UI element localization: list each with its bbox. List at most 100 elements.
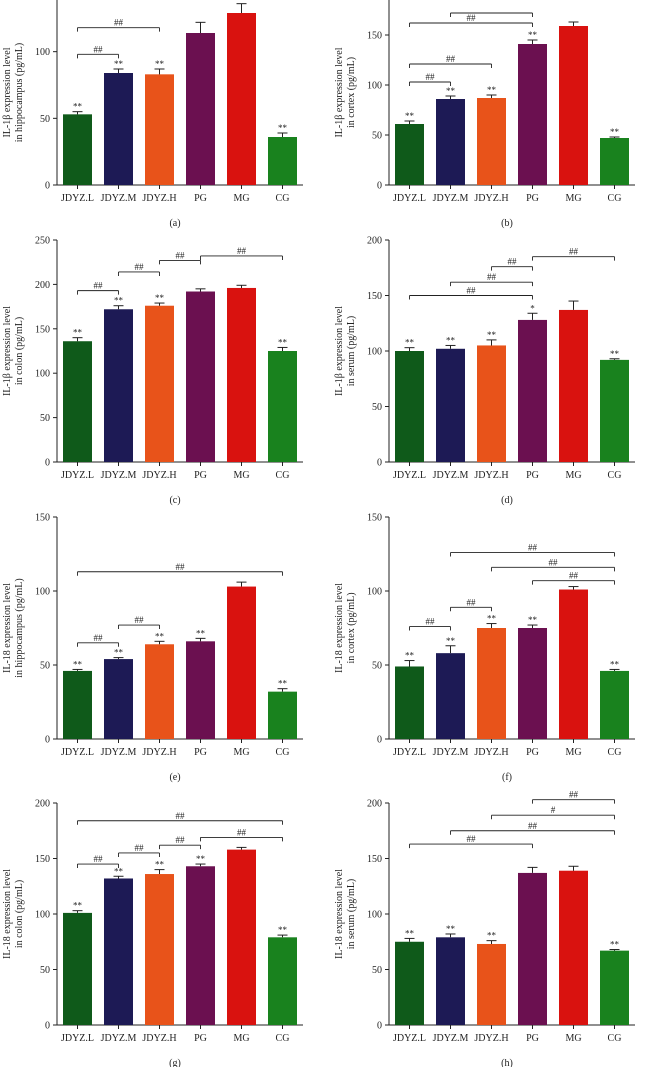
significance-label: ** (610, 349, 620, 359)
y-axis-label: IL-18 expression level (334, 869, 345, 959)
panel-caption: (d) (501, 495, 513, 506)
y-tick-label: 0 (377, 735, 382, 746)
x-tick-label: CG (276, 1033, 290, 1044)
y-tick-label: 150 (35, 513, 50, 524)
x-tick-label: PG (526, 470, 539, 481)
bar (395, 666, 424, 739)
y-tick-label: 0 (45, 181, 50, 192)
bar (186, 641, 215, 739)
y-tick-label: 0 (45, 1021, 50, 1032)
significance-label: ** (114, 296, 124, 306)
x-tick-label: JDYZ.L (393, 470, 426, 481)
y-tick-label: 150 (35, 854, 50, 865)
comparison-label: ## (176, 250, 186, 260)
comparison-label: ## (114, 18, 124, 28)
significance-label: ** (405, 111, 415, 121)
y-tick-label: 0 (377, 458, 382, 469)
x-tick-label: JDYZ.L (61, 193, 94, 204)
significance-label: ** (278, 123, 288, 133)
significance-label: ** (487, 85, 497, 95)
bar (395, 941, 424, 1025)
y-axis-label: in serum (pg/mL) (346, 879, 357, 950)
bar (104, 309, 133, 462)
significance-label: ** (278, 925, 288, 935)
significance-label: ** (278, 679, 288, 689)
bar (477, 98, 506, 185)
x-tick-label: PG (526, 747, 539, 758)
y-tick-label: 50 (40, 965, 50, 976)
y-tick-label: 150 (367, 513, 382, 524)
x-tick-label: JDYZ.M (101, 1033, 137, 1044)
x-tick-label: MG (565, 747, 581, 758)
x-tick-label: JDYZ.M (433, 470, 469, 481)
y-axis-label: IL-18 expression level (2, 869, 13, 959)
x-tick-label: JDYZ.L (393, 747, 426, 758)
panel-caption: (g) (169, 1058, 181, 1067)
significance-label: ** (114, 648, 124, 658)
bar (436, 99, 465, 185)
comparison-label: ## (426, 617, 436, 627)
x-tick-label: MG (565, 1033, 581, 1044)
x-tick-label: CG (608, 193, 622, 204)
y-axis-label: in serum (pg/mL) (346, 316, 357, 387)
y-tick-label: 50 (372, 402, 382, 413)
significance-label: ** (114, 866, 124, 876)
bar (559, 589, 588, 739)
significance-label: ** (114, 59, 124, 69)
x-tick-label: JDYZ.H (142, 193, 176, 204)
bar (477, 628, 506, 739)
significance-label: ** (446, 924, 456, 934)
comparison-label: ## (237, 246, 247, 256)
bar (63, 114, 92, 185)
y-axis-label: in colon (pg/mL) (14, 880, 25, 948)
x-tick-label: JDYZ.M (101, 470, 137, 481)
bar (600, 950, 629, 1025)
bar (63, 912, 92, 1025)
y-tick-label: 150 (367, 291, 382, 302)
comparison-label: ## (467, 286, 477, 296)
y-tick-label: 100 (35, 587, 50, 598)
bar (268, 137, 297, 185)
comparison-label: ## (237, 827, 247, 837)
x-tick-label: PG (194, 1033, 207, 1044)
significance-label: ** (73, 102, 83, 112)
y-tick-label: 50 (40, 413, 50, 424)
x-tick-label: MG (233, 747, 249, 758)
x-tick-label: JDYZ.H (474, 747, 508, 758)
x-tick-label: JDYZ.M (101, 747, 137, 758)
significance-label: ** (446, 86, 456, 96)
x-tick-label: JDYZ.H (474, 193, 508, 204)
bar (186, 291, 215, 462)
x-tick-label: MG (233, 193, 249, 204)
significance-label: ** (73, 659, 83, 669)
comparison-label: ## (94, 633, 104, 643)
bar (559, 870, 588, 1025)
chart-panel: 0 50 100 150 IL-18 expression level in cortex… (334, 513, 635, 783)
significance-label: ** (446, 636, 456, 646)
comparison-label: ## (176, 811, 186, 821)
comparison-label: ## (176, 562, 186, 572)
panel-caption: (b) (501, 218, 513, 229)
bar (518, 628, 547, 739)
y-axis-label: in cortex (pg/mL) (346, 592, 357, 663)
significance-label: ** (446, 335, 456, 345)
x-tick-label: JDYZ.L (393, 193, 426, 204)
bar (227, 849, 256, 1025)
comparison-label: ## (135, 843, 145, 853)
significance-label: ** (610, 127, 620, 137)
y-axis-label: IL-1β expression level (2, 306, 13, 396)
chart-panel: 0 50 100 IL-1β expression level in hippocamp… (2, 0, 303, 229)
y-tick-label: 0 (377, 181, 382, 192)
x-tick-label: JDYZ.M (433, 193, 469, 204)
bar (436, 348, 465, 462)
y-tick-label: 150 (367, 31, 382, 42)
x-tick-label: JDYZ.H (142, 1033, 176, 1044)
bar (600, 138, 629, 185)
comparison-label: ## (426, 72, 436, 82)
bar (518, 872, 547, 1025)
bar (518, 319, 547, 462)
comparison-label: ## (569, 790, 579, 800)
x-tick-label: CG (276, 747, 290, 758)
bar (104, 878, 133, 1025)
x-tick-label: JDYZ.M (101, 193, 137, 204)
